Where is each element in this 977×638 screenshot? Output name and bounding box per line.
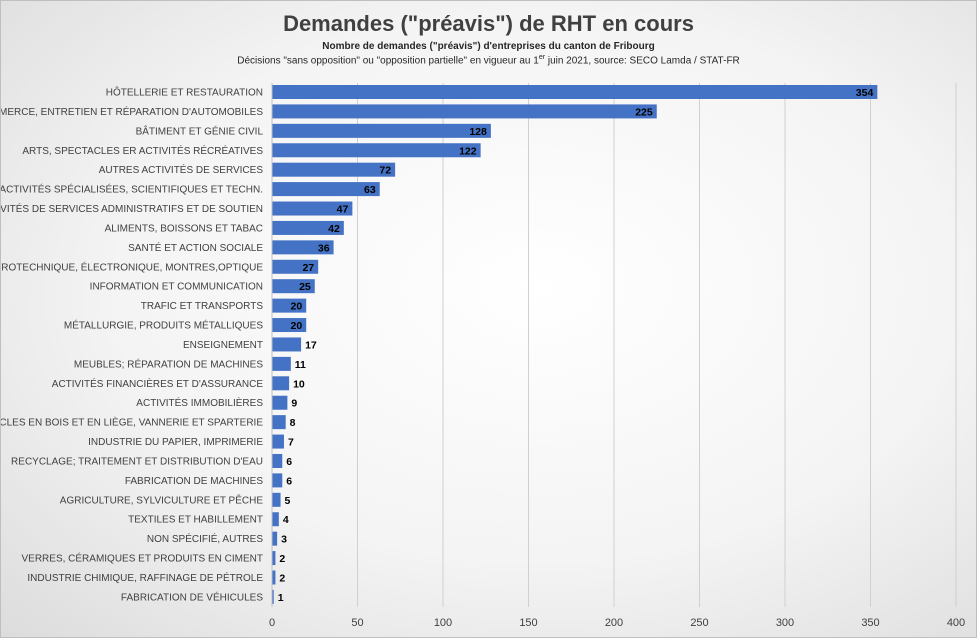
data-label: 2 bbox=[279, 573, 285, 585]
data-label: 47 bbox=[337, 204, 349, 216]
category-label: MÉTALLURGIE, PRODUITS MÉTALLIQUES bbox=[64, 319, 263, 332]
category-label: TEXTILES ET HABILLEMENT bbox=[128, 515, 263, 526]
category-label: INFORMATION ET COMMUNICATION bbox=[90, 282, 263, 293]
bar bbox=[272, 201, 353, 216]
data-label: 3 bbox=[281, 534, 287, 546]
note-text-after: juin 2021, source: SECO Lamda / STAT-FR bbox=[545, 55, 740, 67]
chart-subtitle: Nombre de demandes ("préavis") d'entrepr… bbox=[322, 41, 655, 52]
bar bbox=[272, 570, 276, 585]
bar bbox=[272, 182, 380, 197]
x-tick-label: 300 bbox=[776, 617, 794, 629]
category-label: BÂTIMENT ET GÉNIE CIVIL bbox=[136, 124, 264, 137]
bar bbox=[272, 123, 491, 138]
category-label: TRAFIC ET TRANSPORTS bbox=[141, 301, 264, 312]
bar bbox=[272, 318, 307, 333]
data-label: 6 bbox=[286, 475, 292, 487]
bar bbox=[272, 279, 315, 294]
note-text-before: Décisions "sans opposition" ou "oppositi… bbox=[237, 55, 539, 67]
category-label: INDUSTRIE DU PAPIER, IMPRIMERIE bbox=[88, 437, 263, 448]
x-tick-label: 150 bbox=[519, 617, 537, 629]
data-label: 2 bbox=[279, 553, 285, 565]
data-label: 36 bbox=[318, 242, 330, 254]
x-tick-label: 0 bbox=[269, 617, 275, 629]
data-label: 225 bbox=[635, 106, 653, 118]
bar bbox=[272, 376, 290, 391]
category-label: AGRICULTURE, SYLVICULTURE ET PÊCHE bbox=[60, 493, 264, 506]
data-label: 11 bbox=[295, 359, 306, 371]
bar bbox=[272, 220, 344, 235]
data-label: 20 bbox=[291, 301, 303, 313]
bar bbox=[272, 298, 307, 313]
category-label: ACTIVITÉS FINANCIÈRES ET D'ASSURANCE bbox=[52, 377, 264, 390]
category-label: COMMERCE, ENTRETIEN ET RÉPARATION D'AUTO… bbox=[1, 105, 263, 118]
data-label: 63 bbox=[364, 184, 376, 196]
category-label: ACTIVITÉS DE SERVICES ADMINISTRATIFS ET … bbox=[1, 202, 263, 215]
category-label: FABRICATION DE VÉHICULES bbox=[121, 590, 263, 603]
data-label: 20 bbox=[291, 320, 303, 332]
category-label: ENSEIGNEMENT bbox=[183, 340, 263, 351]
data-label: 17 bbox=[305, 339, 317, 351]
x-tick-label: 250 bbox=[690, 617, 708, 629]
data-label: 7 bbox=[288, 437, 294, 449]
x-tick-label: 200 bbox=[605, 617, 623, 629]
data-label: 42 bbox=[328, 223, 340, 235]
bar bbox=[272, 434, 284, 449]
data-label: 128 bbox=[469, 126, 487, 138]
category-label: HÔTELLERIE ET RESTAURATION bbox=[106, 86, 263, 99]
category-label: ACTIVITÉS SPÉCIALISÉES, SCIENTIFIQUES ET… bbox=[1, 183, 263, 196]
data-label: 10 bbox=[293, 378, 305, 390]
category-label: NON SPÉCIFIÉ, AUTRES bbox=[147, 532, 263, 545]
bar bbox=[272, 337, 302, 352]
data-label: 122 bbox=[459, 145, 477, 157]
bar bbox=[272, 473, 283, 488]
data-label: 5 bbox=[285, 495, 291, 507]
x-tick-label: 350 bbox=[861, 617, 879, 629]
note-superscript: er bbox=[538, 54, 546, 61]
bar bbox=[272, 589, 274, 604]
data-label: 25 bbox=[299, 281, 311, 293]
bar bbox=[272, 492, 281, 507]
data-label: 1 bbox=[278, 592, 284, 604]
x-tick-label: 400 bbox=[947, 617, 965, 629]
data-label: 9 bbox=[291, 398, 297, 410]
chart-title: Demandes ("préavis") de RHT en cours bbox=[283, 11, 694, 36]
category-label: ARTICLES EN BOIS ET EN LIÈGE, VANNERIE E… bbox=[1, 416, 263, 429]
category-label: FABRICATION DE MACHINES bbox=[125, 476, 263, 487]
category-label: MEUBLES; RÉPARATION DE MACHINES bbox=[74, 357, 263, 370]
bar bbox=[272, 162, 396, 177]
bar bbox=[272, 240, 334, 255]
category-label: ELECTROTECHNIQUE, ÉLECTRONIQUE, MONTRES,… bbox=[1, 260, 263, 273]
data-label: 27 bbox=[302, 262, 314, 274]
bar bbox=[272, 415, 286, 430]
bar bbox=[272, 395, 288, 410]
category-label: RECYCLAGE; TRAITEMENT ET DISTRIBUTION D'… bbox=[11, 456, 263, 467]
category-label: ALIMENTS, BOISSONS ET TABAC bbox=[105, 223, 263, 234]
data-label: 8 bbox=[290, 417, 296, 429]
bar bbox=[272, 259, 319, 274]
data-label: 354 bbox=[856, 87, 874, 99]
bar bbox=[272, 531, 278, 546]
category-label: VERRES, CÉRAMIQUES ET PRODUITS EN CIMENT bbox=[21, 552, 263, 565]
bar bbox=[272, 85, 878, 99]
bar bbox=[272, 143, 481, 158]
data-label: 4 bbox=[283, 514, 289, 526]
bar bbox=[272, 453, 283, 468]
category-label: SANTÉ ET ACTION SOCIALE bbox=[128, 241, 263, 254]
chart-source-note: Décisions "sans opposition" ou "oppositi… bbox=[1, 54, 976, 66]
category-label: INDUSTRIE CHIMIQUE, RAFFINAGE DE PÉTROLE bbox=[27, 571, 263, 584]
category-label: AUTRES ACTIVITÉS DE SERVICES bbox=[99, 163, 264, 176]
bar bbox=[272, 104, 657, 119]
x-tick-label: 100 bbox=[434, 617, 452, 629]
bar bbox=[272, 356, 291, 371]
data-label: 6 bbox=[286, 456, 292, 468]
x-tick-label: 50 bbox=[351, 617, 363, 629]
bar bbox=[272, 512, 279, 527]
data-label: 72 bbox=[379, 165, 391, 177]
category-label: ACTIVITÉS IMMOBILIÈRES bbox=[136, 396, 263, 409]
category-label: ARTS, SPECTACLES ER ACTIVITÉS RÉCRÉATIVE… bbox=[22, 144, 263, 157]
bar bbox=[272, 551, 276, 566]
